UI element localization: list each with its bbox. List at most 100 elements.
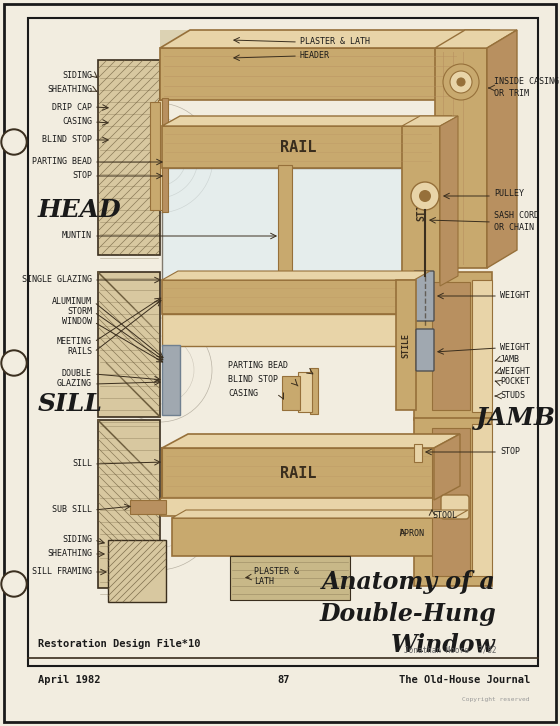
Text: SUB SILL: SUB SILL (52, 505, 92, 515)
FancyBboxPatch shape (290, 168, 402, 286)
Circle shape (411, 182, 439, 210)
FancyBboxPatch shape (160, 30, 430, 48)
Text: WINDOW: WINDOW (62, 317, 92, 327)
Text: STILE: STILE (416, 192, 426, 221)
Text: The Old-House Journal: The Old-House Journal (399, 675, 530, 685)
Text: DOUBLE: DOUBLE (62, 370, 92, 378)
Text: BLIND STOP: BLIND STOP (228, 375, 278, 385)
Polygon shape (162, 116, 452, 126)
FancyBboxPatch shape (310, 368, 318, 414)
Polygon shape (434, 434, 460, 500)
FancyBboxPatch shape (472, 424, 492, 576)
FancyBboxPatch shape (298, 372, 312, 412)
Text: STILE: STILE (402, 333, 410, 357)
Polygon shape (440, 116, 458, 286)
Text: Copyright reserved: Copyright reserved (463, 698, 530, 703)
Text: HEADER: HEADER (300, 52, 330, 60)
Polygon shape (162, 434, 460, 448)
Text: SIDING: SIDING (62, 536, 92, 544)
FancyBboxPatch shape (98, 60, 160, 255)
FancyBboxPatch shape (472, 280, 492, 412)
FancyBboxPatch shape (60, 270, 480, 420)
Circle shape (3, 573, 25, 595)
Text: SILL: SILL (72, 460, 92, 468)
Text: RAILS: RAILS (67, 348, 92, 356)
FancyBboxPatch shape (98, 420, 160, 588)
FancyBboxPatch shape (162, 448, 434, 500)
Text: Jonathan Moore  3/82: Jonathan Moore 3/82 (404, 645, 496, 655)
Text: RAIL: RAIL (280, 139, 316, 155)
Text: POCKET: POCKET (500, 378, 530, 386)
FancyBboxPatch shape (432, 282, 470, 410)
FancyBboxPatch shape (162, 98, 168, 212)
Text: OR TRIM: OR TRIM (494, 89, 529, 99)
Circle shape (1, 129, 27, 155)
FancyBboxPatch shape (162, 280, 414, 314)
FancyBboxPatch shape (28, 18, 538, 666)
FancyBboxPatch shape (130, 500, 166, 514)
FancyBboxPatch shape (162, 168, 280, 286)
Text: RAIL: RAIL (280, 467, 316, 481)
Circle shape (450, 71, 472, 93)
Text: HEAD: HEAD (38, 198, 122, 222)
Text: DRIP CAP: DRIP CAP (52, 102, 92, 112)
Text: WEIGHT: WEIGHT (500, 367, 530, 377)
FancyBboxPatch shape (108, 540, 166, 602)
FancyBboxPatch shape (160, 48, 460, 100)
FancyBboxPatch shape (441, 495, 469, 519)
Text: PARTING BEAD: PARTING BEAD (228, 362, 288, 370)
Text: PLASTER & LATH: PLASTER & LATH (300, 38, 370, 46)
FancyBboxPatch shape (162, 314, 414, 346)
Polygon shape (402, 116, 458, 126)
Text: APRON: APRON (400, 529, 425, 539)
Text: STOOL: STOOL (432, 512, 457, 521)
Text: SINGLE GLAZING: SINGLE GLAZING (22, 275, 92, 285)
FancyBboxPatch shape (278, 165, 292, 289)
Text: INSIDE CASING: INSIDE CASING (494, 78, 559, 86)
Text: PLASTER &: PLASTER & (254, 568, 299, 576)
FancyBboxPatch shape (282, 376, 300, 410)
Circle shape (457, 78, 465, 86)
Text: Anatomy of a
Double-Hung
Window: Anatomy of a Double-Hung Window (319, 570, 496, 657)
Text: ALUMINUM: ALUMINUM (52, 298, 92, 306)
Text: LATH: LATH (254, 577, 274, 587)
FancyBboxPatch shape (160, 498, 464, 516)
Text: MUNTIN: MUNTIN (62, 232, 92, 240)
FancyBboxPatch shape (414, 272, 492, 420)
FancyBboxPatch shape (4, 4, 556, 722)
Polygon shape (162, 345, 180, 415)
Text: 87: 87 (278, 675, 290, 685)
Text: SILL FRAMING: SILL FRAMING (32, 568, 92, 576)
Circle shape (3, 131, 25, 153)
Circle shape (1, 350, 27, 376)
FancyBboxPatch shape (158, 100, 166, 210)
Text: Restoration Design File*10: Restoration Design File*10 (38, 639, 200, 649)
Text: WEIGHT: WEIGHT (500, 292, 530, 301)
Text: SILL: SILL (38, 392, 103, 416)
Text: STOP: STOP (500, 447, 520, 457)
Text: CASING: CASING (62, 118, 92, 126)
Text: SIDING: SIDING (62, 70, 92, 80)
Circle shape (1, 571, 27, 597)
Text: PULLEY: PULLEY (494, 189, 524, 198)
Text: MEETING: MEETING (57, 338, 92, 346)
Circle shape (3, 352, 25, 374)
FancyBboxPatch shape (98, 272, 160, 417)
Text: OR CHAIN: OR CHAIN (494, 224, 534, 232)
Text: GLAZING: GLAZING (57, 380, 92, 388)
Text: STUDS: STUDS (500, 391, 525, 401)
FancyBboxPatch shape (414, 418, 492, 586)
Text: April 1982: April 1982 (38, 675, 100, 685)
Text: JAMB: JAMB (476, 406, 556, 430)
FancyBboxPatch shape (416, 329, 434, 371)
Polygon shape (172, 510, 468, 518)
Text: PARTING BEAD: PARTING BEAD (32, 158, 92, 166)
FancyBboxPatch shape (396, 280, 416, 410)
Text: JAMB: JAMB (500, 356, 520, 364)
Text: SHEATHING: SHEATHING (47, 86, 92, 94)
Polygon shape (435, 30, 517, 48)
Text: STOP: STOP (72, 171, 92, 181)
Polygon shape (160, 30, 490, 48)
Circle shape (419, 190, 431, 202)
Text: CASING: CASING (228, 390, 258, 399)
